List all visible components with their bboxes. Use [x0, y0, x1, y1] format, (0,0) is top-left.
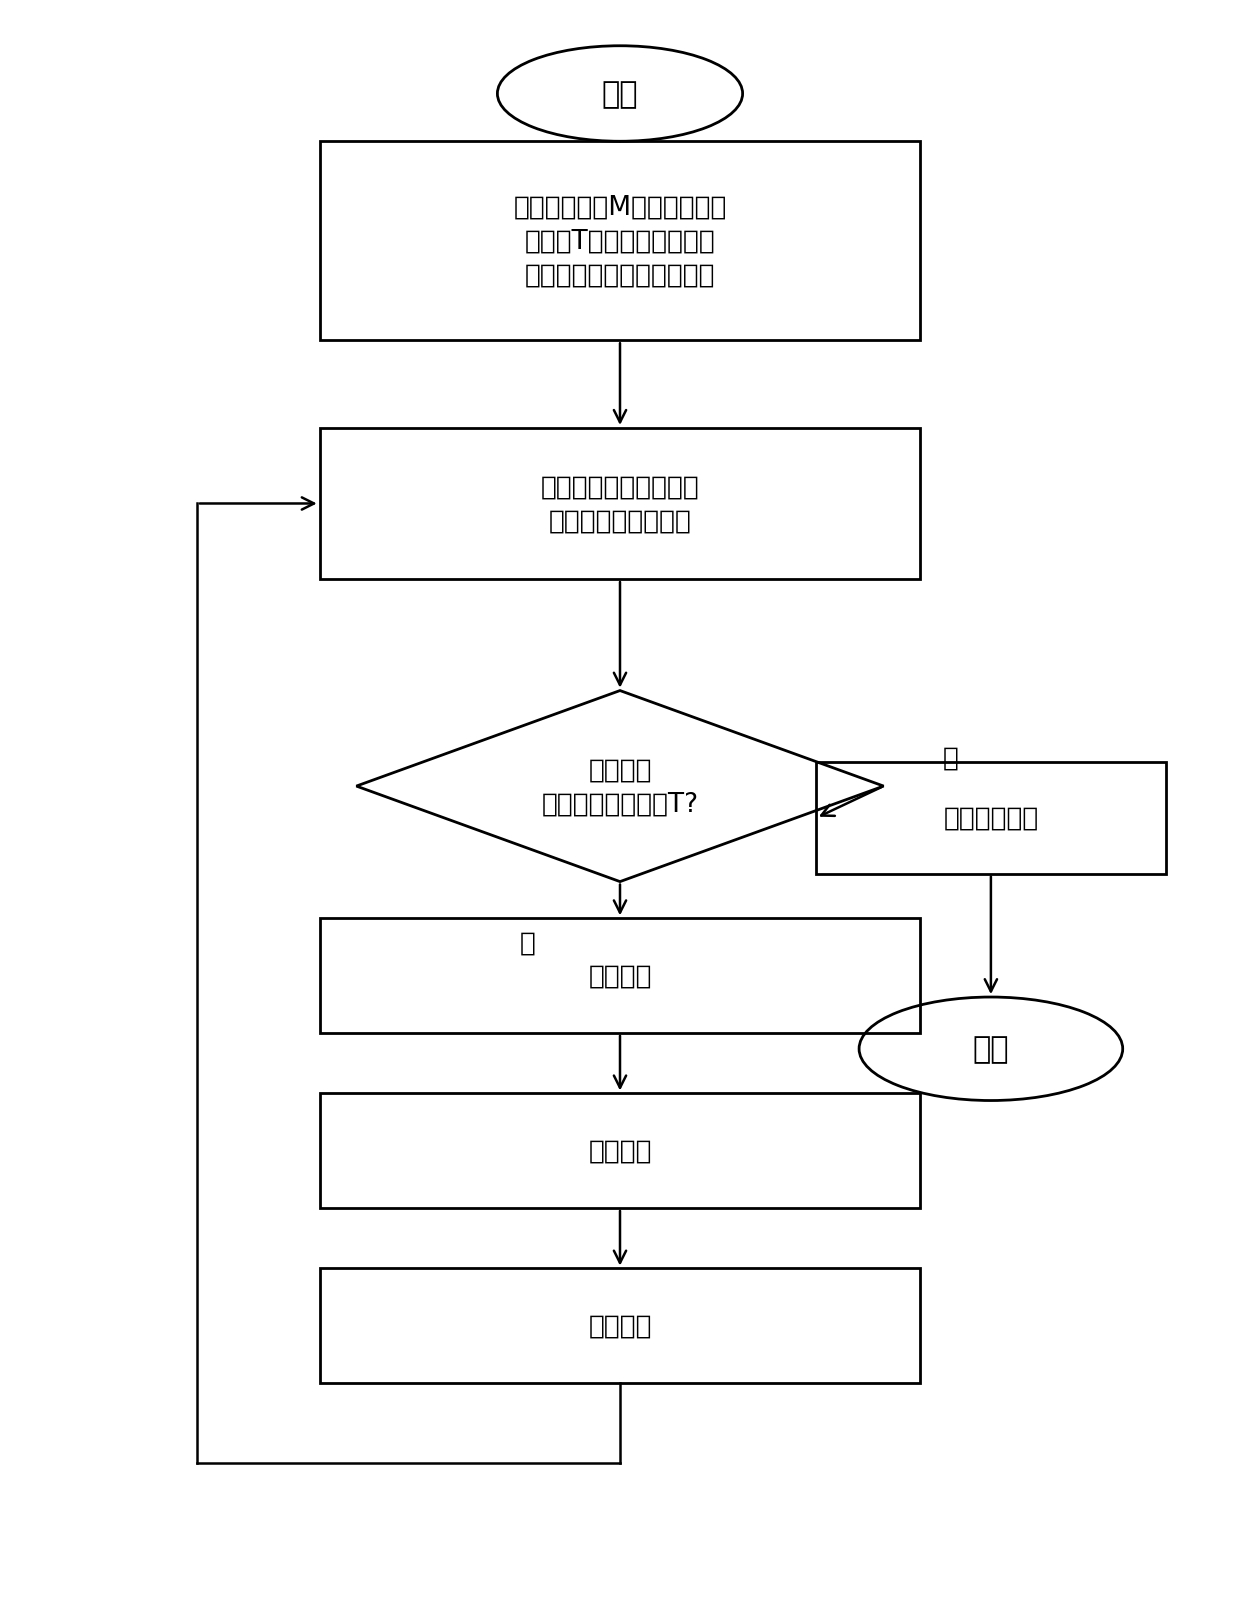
Text: 开始: 开始 [601, 80, 639, 109]
Text: 计算各染色体适应度函
数值，确定最优个体: 计算各染色体适应度函 数值，确定最优个体 [541, 473, 699, 534]
Text: 是否达到
遗传终止进化代数T?: 是否达到 遗传终止进化代数T? [542, 756, 698, 817]
Text: 交叉运算: 交叉运算 [588, 1138, 652, 1164]
Bar [320, 429, 920, 579]
Text: 是: 是 [944, 745, 959, 770]
Bar [320, 143, 920, 342]
Text: 变异运算: 变异运算 [588, 1313, 652, 1339]
Bar [816, 762, 1166, 875]
Bar [320, 918, 920, 1034]
Text: 获取最终模型: 获取最终模型 [944, 806, 1039, 831]
Bar [320, 1093, 920, 1209]
Text: 否: 否 [520, 929, 536, 955]
Text: 设置种群规模M，遗传终止进
化代数T，染色体适应度函
数，对染色体编码并初始化: 设置种群规模M，遗传终止进 化代数T，染色体适应度函 数，对染色体编码并初始化 [513, 194, 727, 289]
Text: 结束: 结束 [972, 1035, 1009, 1064]
Bar [320, 1268, 920, 1384]
Text: 选择运算: 选择运算 [588, 963, 652, 989]
